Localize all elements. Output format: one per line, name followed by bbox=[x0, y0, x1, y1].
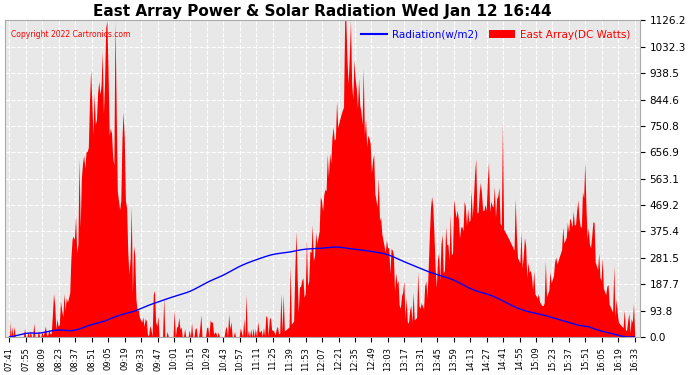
Text: Copyright 2022 Cartronics.com: Copyright 2022 Cartronics.com bbox=[11, 30, 130, 39]
Legend: Radiation(w/m2), East Array(DC Watts): Radiation(w/m2), East Array(DC Watts) bbox=[357, 26, 634, 44]
Title: East Array Power & Solar Radiation Wed Jan 12 16:44: East Array Power & Solar Radiation Wed J… bbox=[92, 4, 551, 19]
